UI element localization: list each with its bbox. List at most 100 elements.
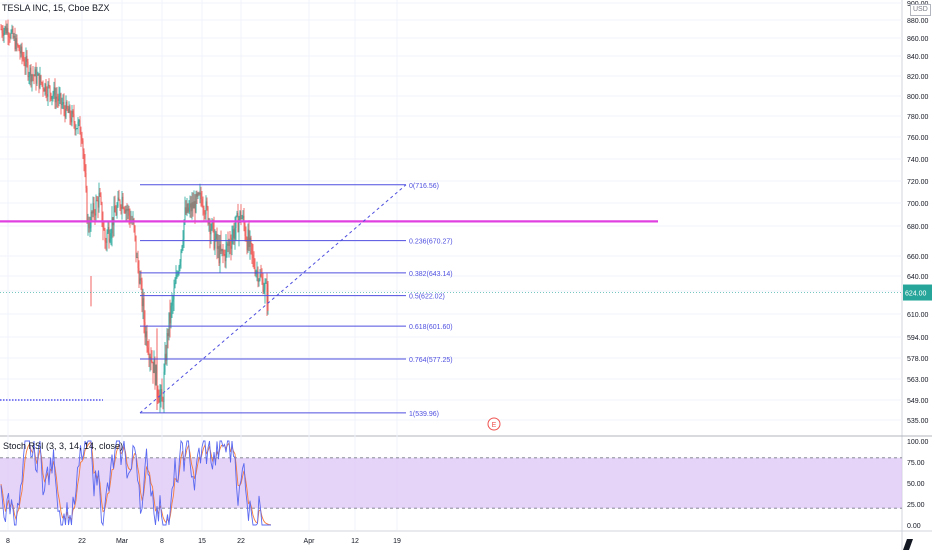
candle-body <box>44 83 46 92</box>
candle-body <box>53 87 55 95</box>
candle-body <box>184 207 186 221</box>
candle-body <box>232 229 234 238</box>
candle-body <box>249 237 251 247</box>
candle-body <box>247 229 249 251</box>
candle-body <box>123 208 125 210</box>
candle-body <box>35 69 37 84</box>
candle-body <box>10 31 12 38</box>
fib-level-label: 0.236(670.27) <box>409 239 453 246</box>
candle-body <box>216 233 218 249</box>
stoch-rsi-title[interactable]: Stoch RSI (3, 3, 14, 14, close) <box>3 441 124 451</box>
candle-body <box>102 222 104 229</box>
candle-body <box>92 203 94 214</box>
candle-body <box>12 28 14 38</box>
candle-body <box>248 229 250 247</box>
candle-body <box>262 278 264 293</box>
candle-body <box>17 44 19 46</box>
candle-body <box>3 30 5 36</box>
candle-body <box>263 289 265 293</box>
rsi-tick-label: 25.00 <box>907 502 925 509</box>
candle-body <box>197 193 199 197</box>
candle-body <box>217 246 219 249</box>
candle-body <box>125 209 127 213</box>
candle-body <box>29 67 31 76</box>
candle-body <box>137 256 139 269</box>
candle-body <box>9 37 11 38</box>
candle-body <box>143 298 145 322</box>
candle-body <box>253 258 255 267</box>
candle-body <box>238 219 240 233</box>
candle-body <box>116 206 118 216</box>
candle-body <box>26 55 28 62</box>
candle-body <box>117 197 119 207</box>
candle-body <box>221 249 223 252</box>
candle-body <box>70 117 72 123</box>
candle-body <box>6 28 8 34</box>
candle-body <box>151 361 153 363</box>
candle-body <box>27 61 29 78</box>
symbol-title[interactable]: TESLA INC, 15, Cboe BZX <box>2 3 110 13</box>
price-tick-label: 640.00 <box>907 274 929 281</box>
candle-body <box>61 104 63 105</box>
price-tick-label: 680.00 <box>907 224 929 231</box>
candle-body <box>129 215 131 223</box>
current-price-label: 624.00 <box>905 291 927 298</box>
candle-body <box>52 94 54 97</box>
candle-body <box>182 239 184 246</box>
currency-badge[interactable]: USD <box>910 4 931 16</box>
candle-body <box>185 207 187 214</box>
rsi-tick-label: 75.00 <box>907 460 925 467</box>
candle-body <box>179 261 181 267</box>
candle-body <box>194 201 196 213</box>
time-tick-label: 8 <box>160 538 164 545</box>
candle-body <box>99 192 101 197</box>
price-tick-label: 880.00 <box>907 18 929 25</box>
candle-body <box>64 108 66 118</box>
candle-body <box>170 305 172 324</box>
candle-body <box>122 196 124 209</box>
candle-body <box>30 67 32 82</box>
candle-body <box>51 96 53 100</box>
candle-body <box>85 172 87 189</box>
candle-body <box>127 208 129 211</box>
tradingview-logo-icon[interactable] <box>903 539 913 550</box>
candle-body <box>189 203 191 208</box>
candle-body <box>15 38 17 50</box>
candle-body <box>83 150 85 165</box>
candle-body <box>28 75 30 78</box>
candle-body <box>147 347 149 353</box>
candle-body <box>169 312 171 324</box>
time-tick-label: 22 <box>78 538 86 545</box>
candle-body <box>86 188 88 223</box>
candle-body <box>251 243 253 255</box>
time-tick-label: 12 <box>351 538 359 545</box>
candle-body <box>172 299 174 302</box>
candle-body <box>177 274 179 276</box>
candle-body <box>166 333 168 361</box>
price-tick-label: 535.00 <box>907 418 929 425</box>
candle-body <box>160 389 162 395</box>
current-price-badge <box>903 284 932 301</box>
rsi-tick-label: 50.00 <box>907 481 925 488</box>
candle-body <box>72 111 74 114</box>
candle-body <box>24 64 26 67</box>
candle-body <box>207 207 209 224</box>
candle-body <box>126 209 128 211</box>
price-tick-label: 610.00 <box>907 312 929 319</box>
candle-body <box>205 201 207 215</box>
candle-body <box>158 397 160 403</box>
candle-body <box>244 223 246 236</box>
candle-body <box>37 73 39 76</box>
candle-body <box>111 217 113 234</box>
price-tick-label: 760.00 <box>907 135 929 142</box>
candle-body <box>154 358 156 386</box>
candle-body <box>206 201 208 208</box>
candle-body <box>203 207 205 214</box>
candle-body <box>49 85 51 94</box>
candle-body <box>47 84 49 97</box>
candle-body <box>252 254 254 259</box>
candle-body <box>219 244 221 264</box>
candle-body <box>76 128 78 130</box>
